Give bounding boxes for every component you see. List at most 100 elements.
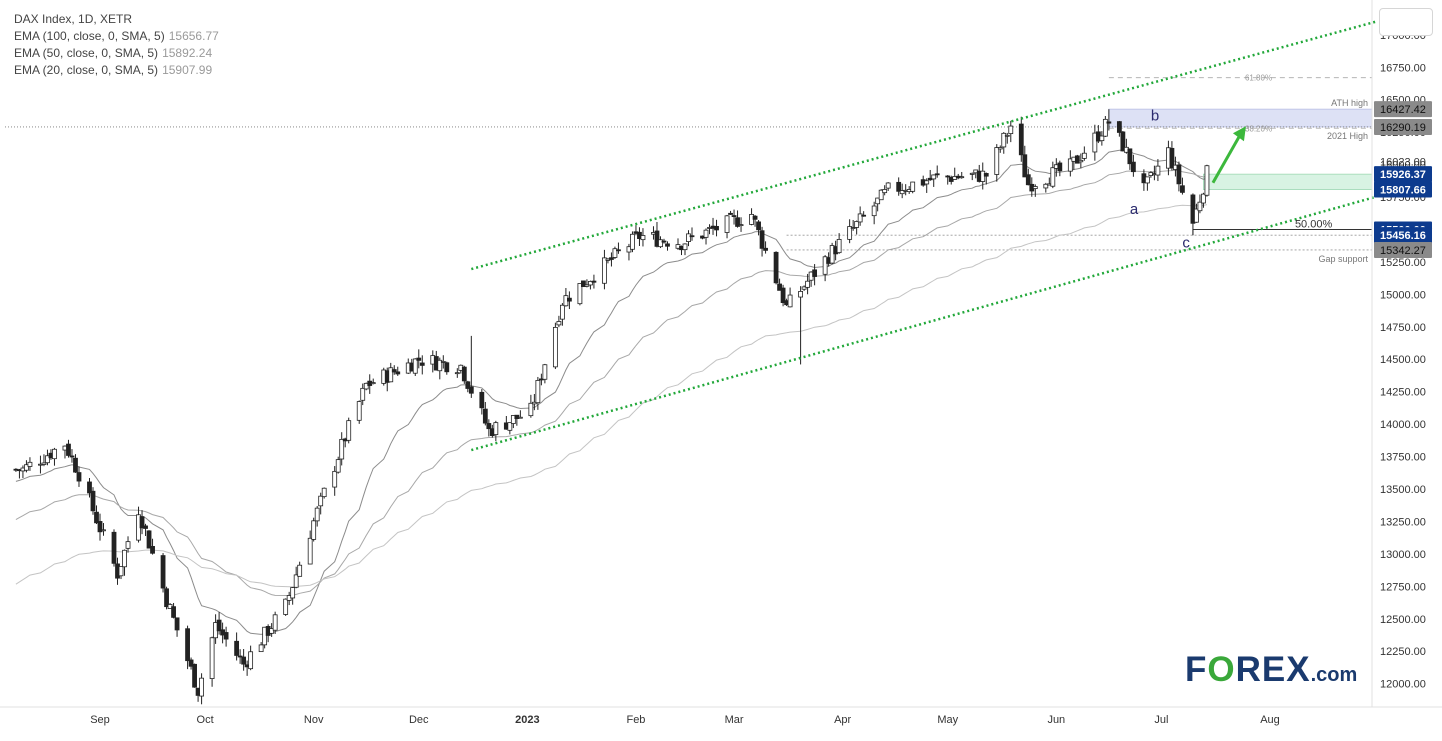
candle-body (780, 287, 786, 303)
candle (1025, 168, 1031, 186)
candle (209, 636, 215, 687)
candle-body (388, 367, 394, 383)
candle (885, 182, 891, 192)
candle-body (283, 598, 289, 615)
candle (241, 649, 247, 671)
candle (318, 492, 324, 515)
candle (1081, 146, 1087, 161)
candle (97, 513, 103, 541)
candle-body (1050, 167, 1056, 187)
candle (931, 174, 937, 187)
candle-body (118, 566, 124, 577)
price-tick-label: 13000.00 (1380, 549, 1426, 561)
time-tick-label: Nov (304, 714, 324, 726)
price-tick-label: 13750.00 (1380, 452, 1426, 464)
candle (1197, 194, 1203, 214)
candle-body (1074, 155, 1080, 164)
candle (465, 380, 471, 393)
candle-body (1180, 185, 1185, 193)
candle (125, 536, 131, 553)
candle-body (931, 174, 937, 180)
candle-body (945, 175, 951, 178)
candle-body (878, 189, 884, 201)
legend-ema20: EMA (20, close, 0, SMA, 5) 15907.99 (14, 62, 219, 79)
candle (861, 211, 867, 217)
ema20-label: EMA (20, close, 0, SMA, 5) (14, 63, 159, 77)
time-axis[interactable]: Sep Oct Nov Dec 2023 Feb Mar Apr May Jun Jul Aug (0, 706, 1442, 726)
candle-body (556, 321, 562, 326)
time-tick-label: Sep (90, 714, 110, 726)
candle (1155, 159, 1161, 182)
candle-body (293, 574, 299, 588)
fib-382-label: 38.20% (1245, 124, 1272, 133)
candle (1057, 160, 1063, 177)
candle-body (528, 402, 534, 417)
candle-body (150, 546, 155, 554)
high-2021-label: 2021 High (1327, 131, 1368, 141)
candle (493, 420, 499, 442)
wave-c-label: c (1182, 235, 1190, 252)
candle-body (314, 507, 320, 522)
scale-button[interactable] (1379, 8, 1433, 36)
candle-body (335, 459, 341, 473)
candle-body (510, 415, 516, 424)
candle-body (836, 238, 842, 254)
candle (612, 246, 618, 260)
chart-legend: DAX Index, 1D, XETR EMA (100, close, 0, … (14, 11, 219, 79)
candle (164, 586, 169, 610)
candle (363, 382, 369, 391)
trend-channel (470, 20, 1376, 452)
candle (759, 226, 765, 257)
candle-body (437, 359, 443, 372)
candle-body (602, 257, 607, 284)
candle-body (542, 364, 548, 380)
candle-body (822, 256, 828, 275)
candle (934, 165, 940, 178)
candle-body (1204, 165, 1210, 196)
candle-body (983, 173, 989, 177)
candle-body (69, 455, 75, 458)
candle (910, 181, 916, 194)
candle (101, 523, 106, 536)
candle-body (759, 230, 765, 249)
candle (1074, 154, 1080, 164)
candle (139, 510, 145, 535)
candle-body (689, 235, 695, 238)
candle (577, 283, 583, 306)
candle-body (479, 391, 485, 409)
candle (689, 227, 695, 241)
candle-body (234, 640, 240, 656)
candle (76, 466, 82, 487)
candle (724, 214, 730, 239)
candle-body (465, 381, 471, 389)
candle-body (805, 280, 811, 288)
candle-body (738, 224, 744, 227)
candle-body (356, 401, 362, 421)
candle-body (76, 472, 82, 482)
candle (1001, 132, 1007, 154)
candle-body (861, 214, 867, 217)
candle (777, 278, 782, 291)
candle (118, 566, 124, 580)
candle-body (27, 461, 33, 467)
candle-body (1155, 165, 1161, 176)
candle-body (1116, 121, 1122, 133)
candle (1194, 203, 1199, 223)
candle-body (139, 516, 145, 529)
candle-body (969, 172, 975, 175)
candle (290, 587, 296, 605)
candle (875, 197, 881, 212)
candle-body (223, 632, 229, 640)
candle-body (1067, 158, 1073, 172)
candle-body (1081, 152, 1087, 159)
candle-body (416, 357, 422, 361)
candle-body (559, 304, 565, 320)
price-axis[interactable]: 17000.0016750.0016500.0016250.0016000.00… (1371, 0, 1432, 707)
candle-body (584, 284, 590, 287)
candle-body (1032, 186, 1038, 190)
candle (850, 219, 856, 231)
candle-body (773, 251, 779, 284)
price-badge-bg (1374, 241, 1432, 258)
price-badge-label: 16427.42 (1380, 104, 1426, 116)
